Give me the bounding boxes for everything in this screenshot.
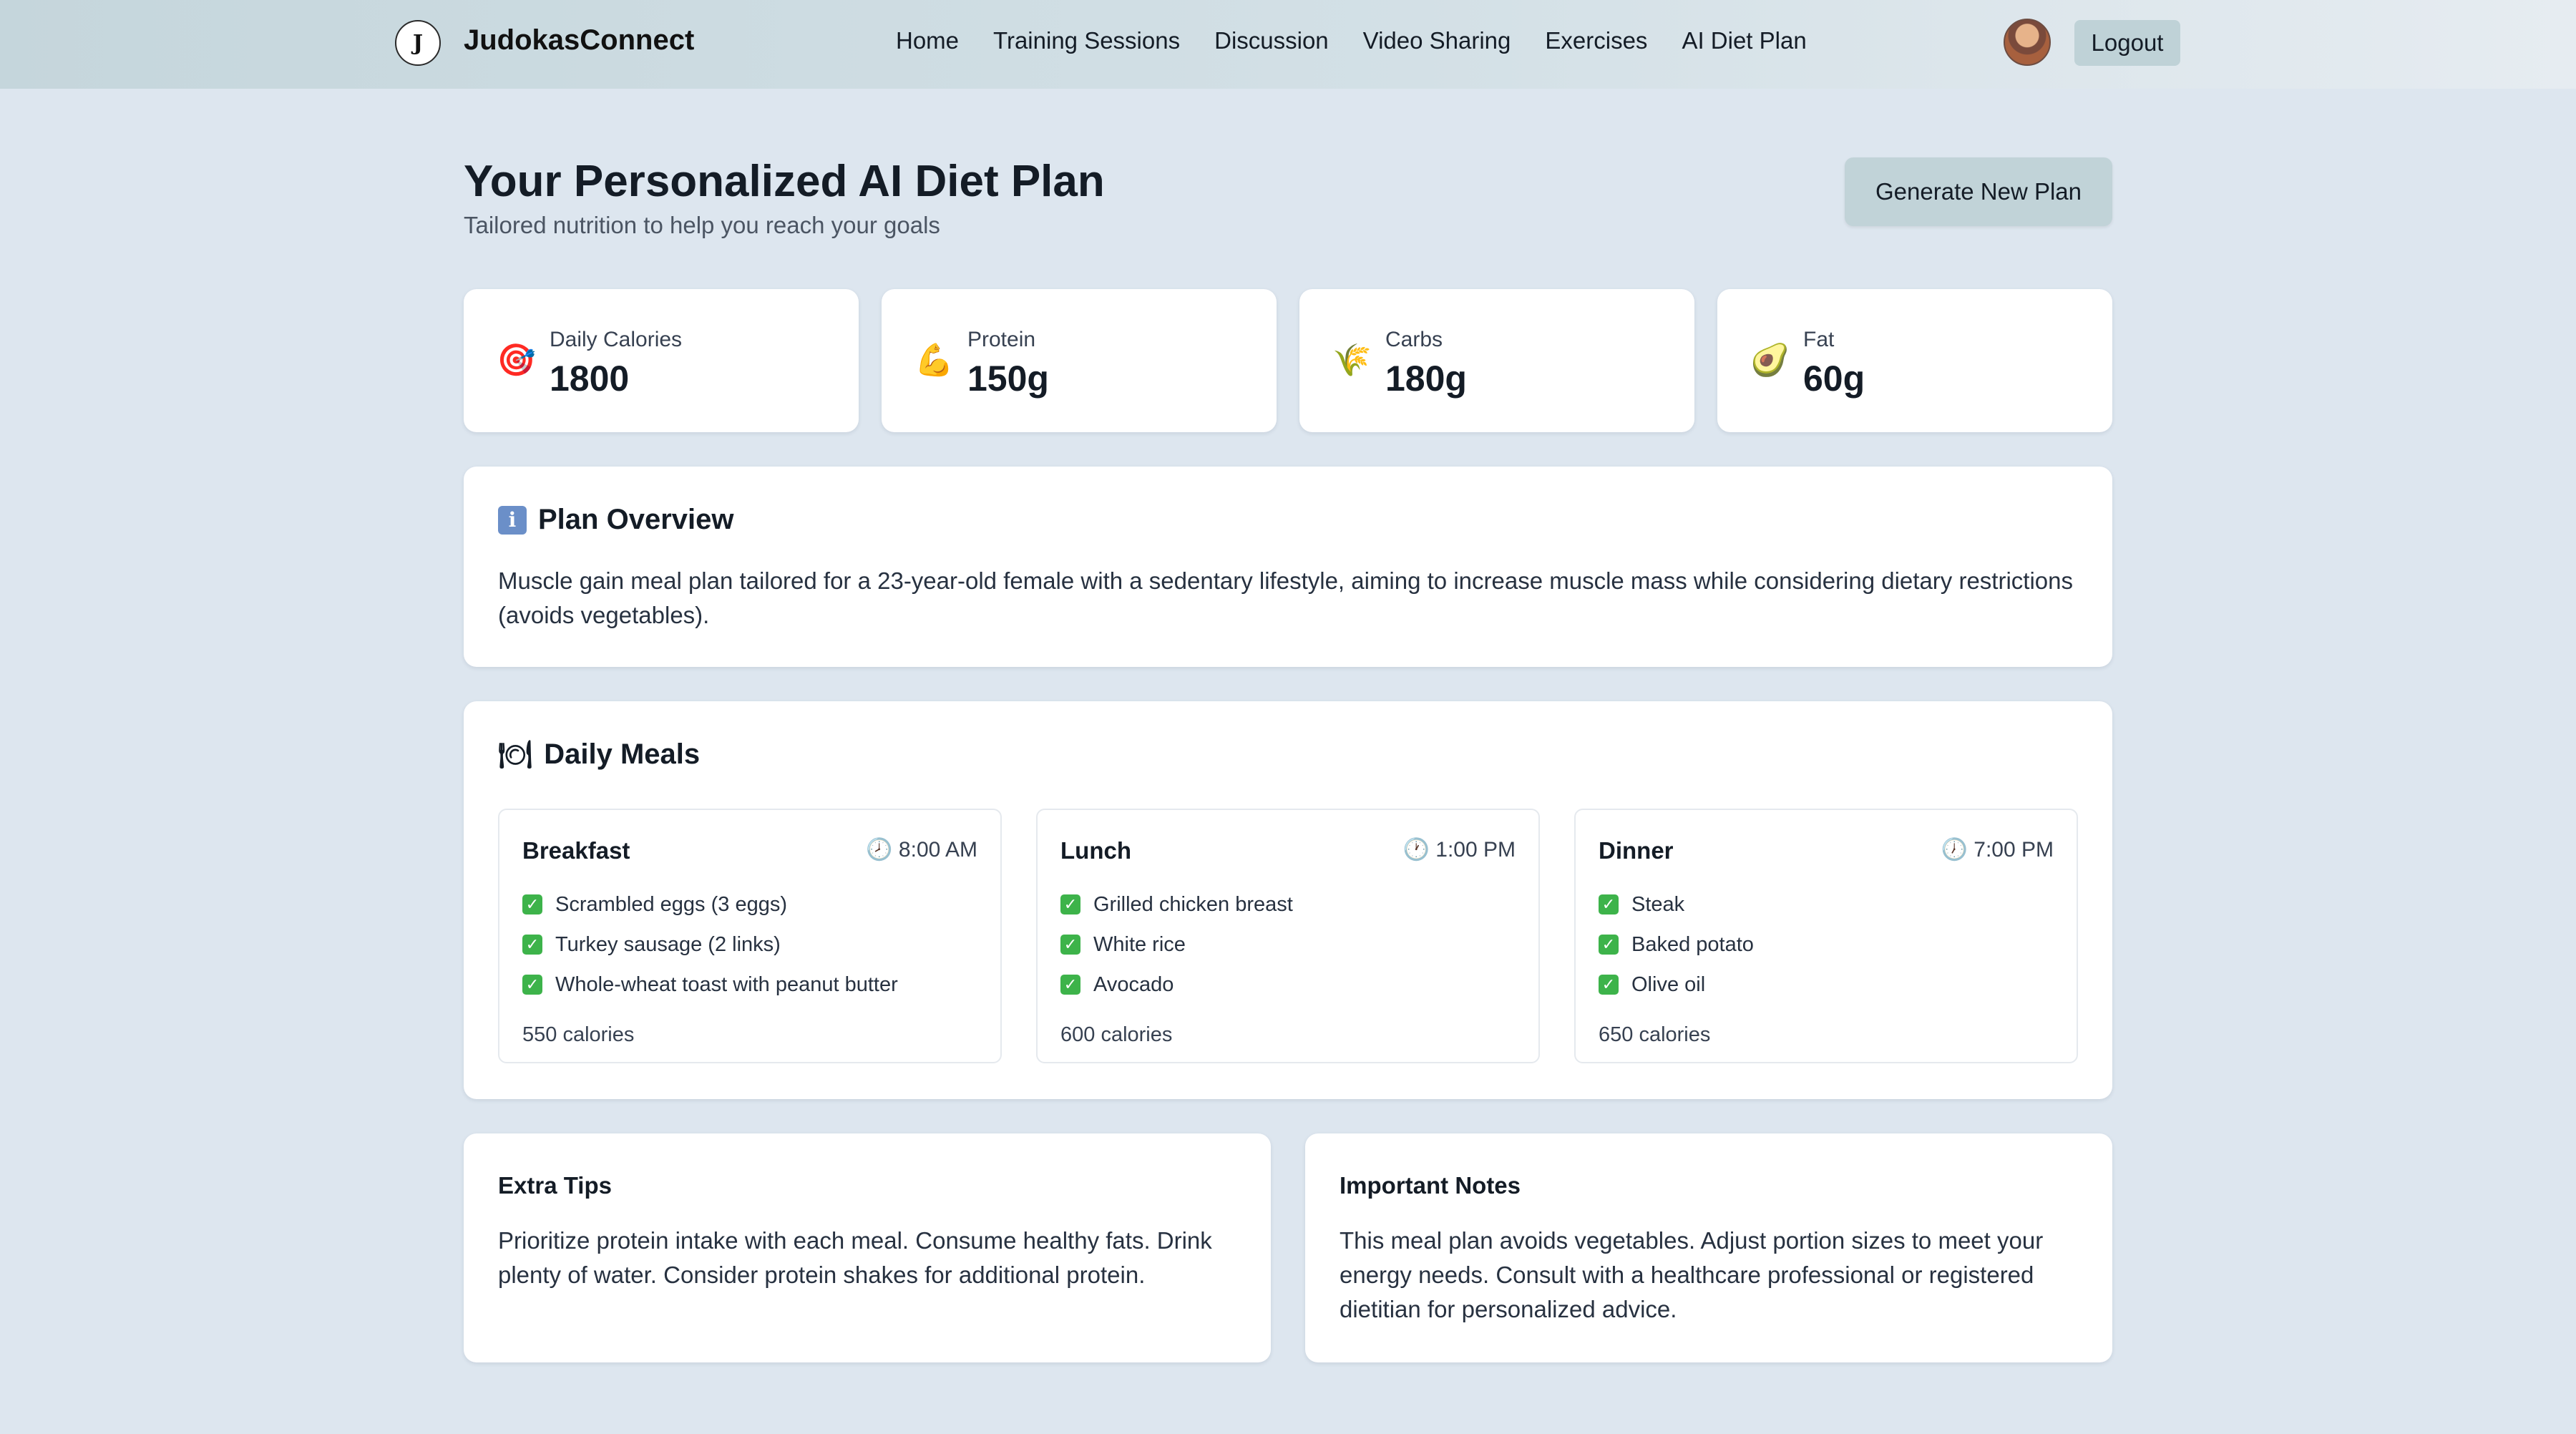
plate-icon: 🍽 <box>498 739 533 770</box>
nav-link-exercises[interactable]: Exercises <box>1545 27 1648 54</box>
stat-label: Protein <box>967 328 1036 351</box>
clock-icon: 🕐 <box>1402 838 1436 862</box>
nav-link-ai-diet-plan[interactable]: AI Diet Plan <box>1682 27 1807 54</box>
meal-food-list: ✓ Scrambled eggs (3 eggs) ✓ Turkey sausage… <box>522 884 898 1005</box>
nav-link-video-sharing[interactable]: Video Sharing <box>1362 27 1511 54</box>
food-item: Steak <box>1631 892 1685 916</box>
meal-name: Breakfast <box>522 837 630 864</box>
meal-card-breakfast: Breakfast 🕗 8:00 AM ✓ Scrambled eggs (3 e… <box>498 809 1002 1063</box>
meal-food-list: ✓ Steak ✓ Baked potato ✓ Olive oil <box>1599 884 1754 1005</box>
check-icon: ✓ <box>522 935 542 955</box>
clock-icon: 🕖 <box>1941 838 1974 862</box>
logout-button[interactable]: Logout <box>2074 20 2180 66</box>
check-icon: ✓ <box>522 975 542 995</box>
plan-overview-card: i Plan Overview Muscle gain meal plan ta… <box>464 467 2112 667</box>
check-icon: ✓ <box>522 894 542 914</box>
list-item: ✓ Olive oil <box>1599 965 1754 1005</box>
daily-meals-title: Daily Meals <box>544 738 701 770</box>
check-icon: ✓ <box>1060 935 1080 955</box>
clock-icon: 🕗 <box>866 838 899 862</box>
brand-name[interactable]: JudokasConnect <box>464 24 695 56</box>
meal-calories: 550 calories <box>522 1023 635 1046</box>
extra-tips-title: Extra Tips <box>498 1172 612 1199</box>
check-icon: ✓ <box>1599 935 1619 955</box>
meal-calories: 600 calories <box>1060 1023 1173 1046</box>
list-item: ✓ Turkey sausage (2 links) <box>522 925 898 965</box>
page-title: Your Personalized AI Diet Plan <box>464 157 1105 206</box>
check-icon: ✓ <box>1599 894 1619 914</box>
food-item: Baked potato <box>1631 932 1754 956</box>
meal-name: Dinner <box>1599 837 1674 864</box>
meal-time-value: 7:00 PM <box>1974 838 2054 862</box>
meal-time-value: 8:00 AM <box>898 838 977 862</box>
stat-label: Carbs <box>1385 328 1443 351</box>
info-icon: i <box>498 505 527 535</box>
plan-overview-heading: i Plan Overview <box>498 504 733 536</box>
food-item: White rice <box>1093 932 1186 956</box>
stat-value: 1800 <box>550 358 630 399</box>
list-item: ✓ Avocado <box>1060 965 1293 1005</box>
important-notes-text: This meal plan avoids vegetables. Adjust… <box>1340 1227 2044 1322</box>
stat-card-carbs: 🌾 Carbs 180g <box>1299 289 1694 432</box>
flexed-biceps-icon: 💪 <box>914 343 954 378</box>
stat-label: Fat <box>1803 328 1835 351</box>
meal-food-list: ✓ Grilled chicken breast ✓ White rice ✓ Avo… <box>1060 884 1293 1005</box>
meal-card-lunch: Lunch 🕐 1:00 PM ✓ Grilled chicken breast … <box>1036 809 1540 1063</box>
avocado-icon: 🥑 <box>1750 343 1790 378</box>
extra-tips-text: Prioritize protein intake with each meal… <box>498 1227 1212 1288</box>
list-item: ✓ Steak <box>1599 884 1754 925</box>
meal-time: 🕖 7:00 PM <box>1941 837 2054 862</box>
daily-meals-card: 🍽 Daily Meals Breakfast 🕗 8:00 AM ✓ Scram… <box>464 701 2112 1099</box>
plan-overview-text: Muscle gain meal plan tailored for a 23-… <box>498 567 2073 628</box>
brand-logo[interactable]: J <box>395 20 441 66</box>
stat-card-fat: 🥑 Fat 60g <box>1717 289 2112 432</box>
user-avatar[interactable] <box>2004 19 2051 66</box>
list-item: ✓ Whole-wheat toast with peanut butter <box>522 965 898 1005</box>
top-navbar: J JudokasConnect Home Training Sessions … <box>0 0 2576 89</box>
important-notes-title: Important Notes <box>1340 1172 1521 1199</box>
logo-letter: J <box>412 30 424 56</box>
list-item: ✓ White rice <box>1060 925 1293 965</box>
check-icon: ✓ <box>1060 894 1080 914</box>
daily-meals-heading: 🍽 Daily Meals <box>498 738 700 771</box>
list-item: ✓ Scrambled eggs (3 eggs) <box>522 884 898 925</box>
important-notes-card: Important Notes This meal plan avoids ve… <box>1305 1133 2112 1362</box>
food-item: Grilled chicken breast <box>1093 892 1293 916</box>
check-icon: ✓ <box>1060 975 1080 995</box>
check-icon: ✓ <box>1599 975 1619 995</box>
page-subtitle: Tailored nutrition to help you reach you… <box>464 212 940 238</box>
food-item: Avocado <box>1093 972 1174 996</box>
meal-time: 🕐 1:00 PM <box>1403 837 1516 862</box>
food-item: Scrambled eggs (3 eggs) <box>555 892 787 916</box>
wheat-icon: 🌾 <box>1332 343 1372 378</box>
plan-overview-title: Plan Overview <box>538 504 734 535</box>
food-item: Turkey sausage (2 links) <box>555 932 781 956</box>
generate-new-plan-button[interactable]: Generate New Plan <box>1845 157 2112 226</box>
stat-value: 60g <box>1803 358 1865 399</box>
list-item: ✓ Grilled chicken breast <box>1060 884 1293 925</box>
meal-name: Lunch <box>1060 837 1131 864</box>
target-icon: 🎯 <box>497 343 536 378</box>
nav-link-home[interactable]: Home <box>896 27 960 54</box>
stat-label: Daily Calories <box>550 328 683 351</box>
nav-link-discussion[interactable]: Discussion <box>1214 27 1329 54</box>
meal-time: 🕗 8:00 AM <box>866 837 977 862</box>
stat-card-daily-calories: 🎯 Daily Calories 1800 <box>464 289 859 432</box>
meal-time-value: 1:00 PM <box>1435 838 1516 862</box>
nav-links: Home Training Sessions Discussion Video … <box>896 27 1807 54</box>
food-item: Olive oil <box>1631 972 1706 996</box>
stat-card-protein: 💪 Protein 150g <box>882 289 1277 432</box>
list-item: ✓ Baked potato <box>1599 925 1754 965</box>
food-item: Whole-wheat toast with peanut butter <box>555 972 898 996</box>
stat-value: 180g <box>1385 358 1467 399</box>
nav-link-training-sessions[interactable]: Training Sessions <box>993 27 1181 54</box>
meal-card-dinner: Dinner 🕖 7:00 PM ✓ Steak ✓ Baked potato ✓ O… <box>1574 809 2078 1063</box>
stat-value: 150g <box>967 358 1049 399</box>
extra-tips-card: Extra Tips Prioritize protein intake wit… <box>464 1133 1271 1362</box>
meal-calories: 650 calories <box>1599 1023 1711 1046</box>
